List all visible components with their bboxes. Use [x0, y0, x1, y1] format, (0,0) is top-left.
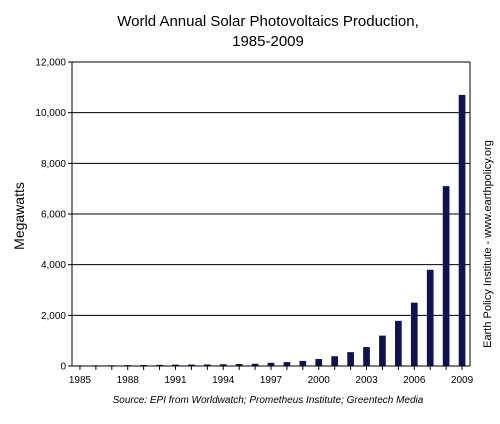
grid-lines — [72, 61, 470, 316]
x-tick-label-1994: 1994 — [212, 375, 235, 386]
bar-1990 — [156, 364, 163, 366]
y-tick-label: 2,000 — [41, 311, 66, 322]
y-axis-label: Megawatts — [11, 182, 27, 250]
bar-2000 — [315, 358, 323, 366]
x-tick-label-2009: 2009 — [451, 375, 474, 386]
bar-2004 — [379, 335, 386, 366]
x-tick-label-1988: 1988 — [117, 375, 140, 386]
y-tick-labels: 0 2,000 4,000 6,000 8,000 10,000 12,000 — [35, 58, 66, 373]
bar-1998 — [283, 362, 291, 366]
x-tick-label-1985: 1985 — [69, 375, 92, 386]
bar-2008 — [442, 186, 450, 366]
y-tick-label: 10,000 — [35, 108, 66, 119]
bar-1997 — [267, 362, 275, 366]
side-note: Earth Policy Institute - www.earthpolicy… — [482, 140, 494, 348]
source-note: Source: EPI from Worldwatch; Prometheus … — [113, 395, 424, 406]
bar-1991 — [172, 364, 179, 366]
bar-2001 — [331, 356, 339, 366]
y-tick-label: 12,000 — [35, 58, 66, 69]
bar-2003 — [363, 347, 370, 366]
bar-1993 — [203, 364, 211, 366]
axes — [68, 61, 471, 370]
y-tick-label: 6,000 — [41, 210, 66, 221]
bar-2009 — [458, 94, 466, 366]
y-tick-label: 0 — [60, 362, 66, 373]
bar-1994 — [219, 364, 227, 366]
x-tick-label-2003: 2003 — [355, 375, 378, 386]
y-tick-label: 4,000 — [41, 260, 66, 271]
x-tick-label-1997: 1997 — [260, 375, 283, 386]
bar-2007 — [426, 269, 434, 366]
bar-1999 — [299, 360, 307, 366]
y-tick-label: 8,000 — [41, 159, 66, 170]
bar-2006 — [410, 302, 418, 366]
x-tick-labels: 1985 1988 1991 1994 1997 2000 2003 2006 2009 — [69, 375, 474, 386]
bar-1989 — [140, 364, 147, 366]
bar-2002 — [347, 352, 354, 366]
bars — [76, 94, 466, 367]
x-tick-label-1991: 1991 — [164, 375, 187, 386]
bar-2005 — [395, 320, 402, 366]
bar-1995 — [235, 364, 243, 366]
bar-1992 — [188, 364, 195, 366]
x-tick-label-2006: 2006 — [403, 375, 426, 386]
x-tick-label-2000: 2000 — [308, 375, 331, 386]
chart-title-line1: World Annual Solar Photovoltaics Product… — [117, 13, 419, 30]
bar-1996 — [251, 363, 259, 366]
chart-title-line2: 1985-2009 — [232, 33, 304, 50]
